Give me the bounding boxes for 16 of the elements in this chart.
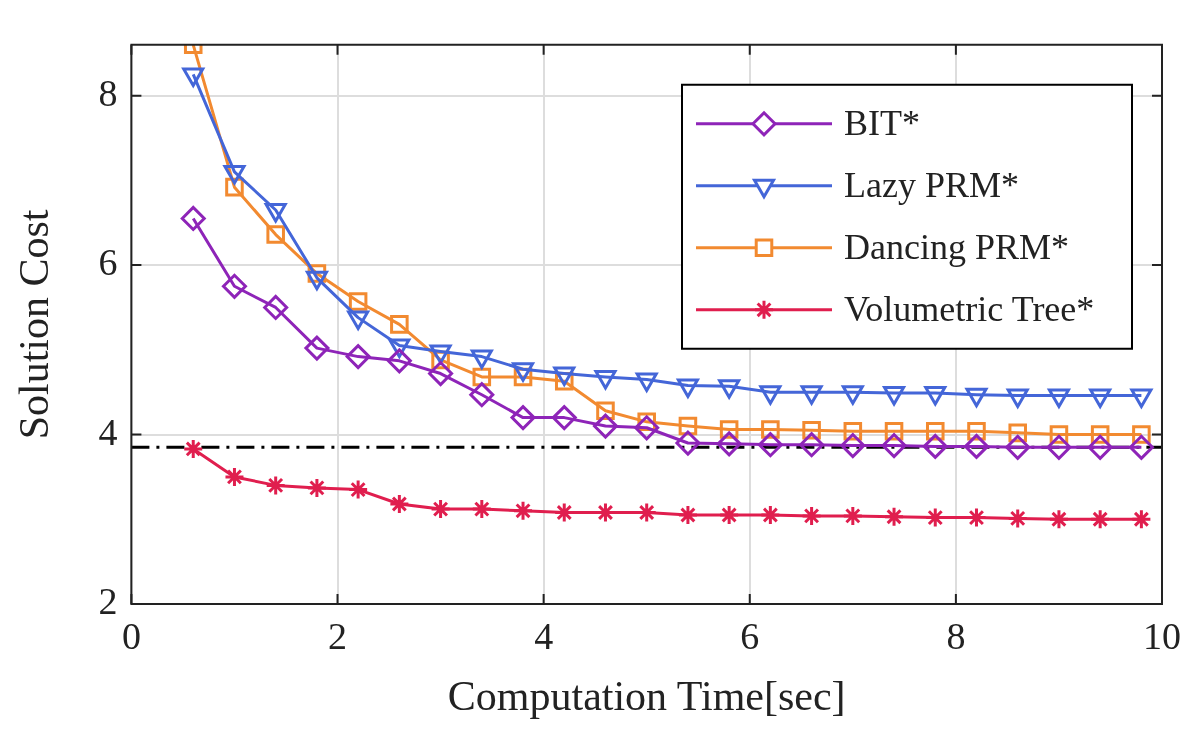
legend-label: BIT* <box>844 103 920 144</box>
x-tick-label: 4 <box>534 614 554 657</box>
y-tick-label: 6 <box>98 241 118 284</box>
y-tick-label: 4 <box>98 410 118 453</box>
y-axis-title: Solution Cost <box>11 209 58 440</box>
x-tick-label: 10 <box>1143 614 1181 657</box>
legend-label: Volumetric Tree* <box>844 289 1095 330</box>
legend-label: Dancing PRM* <box>844 227 1069 268</box>
y-tick-label: 8 <box>98 71 118 114</box>
x-tick-label: 6 <box>740 614 760 657</box>
x-tick-label: 8 <box>946 614 966 657</box>
y-tick-label: 2 <box>98 579 118 622</box>
x-axis-title: Computation Time[sec] <box>447 672 846 719</box>
x-tick-label: 0 <box>121 614 141 657</box>
legend-label: Lazy PRM* <box>844 165 1019 206</box>
x-tick-label: 2 <box>328 614 348 657</box>
